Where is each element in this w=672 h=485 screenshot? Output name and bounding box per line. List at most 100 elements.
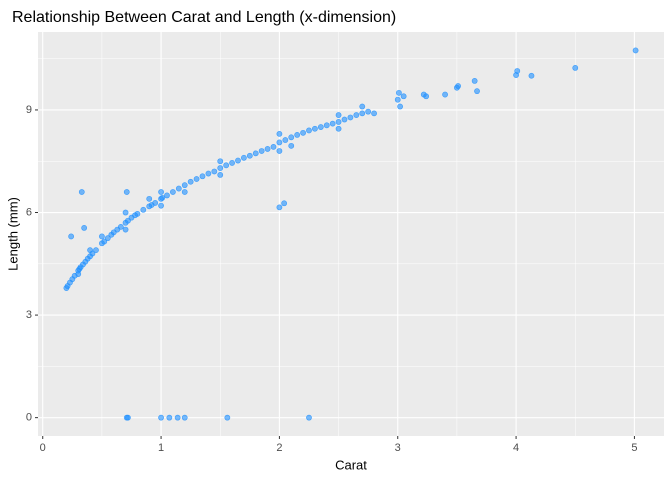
point — [335, 119, 342, 125]
point — [288, 142, 295, 149]
point — [394, 96, 401, 103]
point — [397, 103, 404, 110]
point — [217, 158, 224, 165]
point — [276, 139, 283, 146]
point — [193, 176, 200, 182]
point — [158, 202, 164, 209]
point — [224, 414, 231, 421]
point — [217, 165, 224, 171]
point — [365, 108, 372, 115]
point — [400, 93, 407, 100]
point — [199, 173, 206, 180]
point — [235, 157, 241, 164]
y-tick-label: 9 — [26, 104, 32, 116]
point — [152, 200, 159, 206]
point — [347, 114, 354, 121]
point — [306, 414, 312, 421]
point — [353, 112, 360, 118]
point — [175, 185, 182, 192]
point — [170, 189, 176, 195]
point — [122, 226, 129, 233]
point — [123, 189, 130, 195]
point — [140, 206, 147, 213]
point — [146, 195, 153, 202]
point — [317, 124, 324, 130]
point — [572, 64, 579, 71]
point — [241, 154, 247, 161]
point — [223, 162, 230, 169]
point — [282, 137, 289, 143]
point — [117, 223, 124, 230]
point — [359, 103, 366, 110]
point — [281, 200, 288, 207]
point — [211, 168, 218, 175]
panel — [38, 32, 664, 436]
point — [276, 148, 283, 154]
point — [335, 112, 342, 118]
point — [125, 414, 131, 421]
point — [181, 414, 188, 421]
point — [455, 83, 461, 89]
y-tick-label: 3 — [26, 309, 32, 321]
point — [474, 88, 480, 95]
point — [93, 247, 99, 254]
point — [276, 130, 283, 137]
point — [396, 89, 402, 96]
point — [187, 178, 194, 185]
point — [68, 233, 75, 240]
point — [528, 72, 535, 79]
point — [359, 110, 366, 117]
point — [288, 134, 295, 141]
point — [217, 172, 224, 178]
point — [632, 47, 639, 54]
y-tick-label: 6 — [26, 206, 32, 218]
x-tick-label: 5 — [631, 442, 637, 454]
point — [166, 414, 173, 421]
point — [300, 129, 306, 136]
point — [174, 414, 181, 421]
point — [181, 189, 188, 195]
point — [159, 194, 166, 201]
point — [104, 235, 111, 242]
point — [78, 189, 85, 195]
y-axis-title: Length (mm) — [5, 197, 20, 271]
point — [101, 238, 108, 245]
point — [252, 150, 259, 157]
x-axis-title: Carat — [335, 457, 367, 472]
point — [99, 233, 105, 240]
point — [341, 116, 348, 123]
point — [306, 127, 312, 134]
point — [134, 210, 141, 217]
point — [158, 189, 164, 195]
point — [471, 77, 478, 84]
x-tick-label: 0 — [40, 442, 46, 454]
point — [294, 132, 301, 138]
point — [181, 182, 188, 189]
x-tick-label: 3 — [395, 442, 401, 454]
point — [264, 146, 271, 152]
y-tick-label: 0 — [26, 412, 32, 424]
point — [158, 414, 164, 421]
x-tick-label: 2 — [276, 442, 282, 454]
point — [229, 160, 235, 166]
point — [87, 247, 93, 254]
x-tick-label: 1 — [158, 442, 164, 454]
point — [258, 148, 265, 154]
point — [442, 91, 448, 98]
point — [205, 170, 212, 177]
point — [335, 125, 342, 132]
point — [312, 125, 318, 132]
chart-title: Relationship Between Carat and Length (x… — [12, 9, 396, 26]
point — [81, 224, 88, 231]
point — [423, 93, 430, 100]
point — [329, 120, 336, 127]
x-tick-label: 4 — [513, 442, 519, 454]
point — [75, 271, 82, 277]
point — [371, 110, 377, 117]
point — [323, 122, 330, 129]
point — [514, 68, 521, 74]
point — [246, 152, 253, 159]
point — [270, 143, 277, 150]
point — [276, 204, 283, 211]
